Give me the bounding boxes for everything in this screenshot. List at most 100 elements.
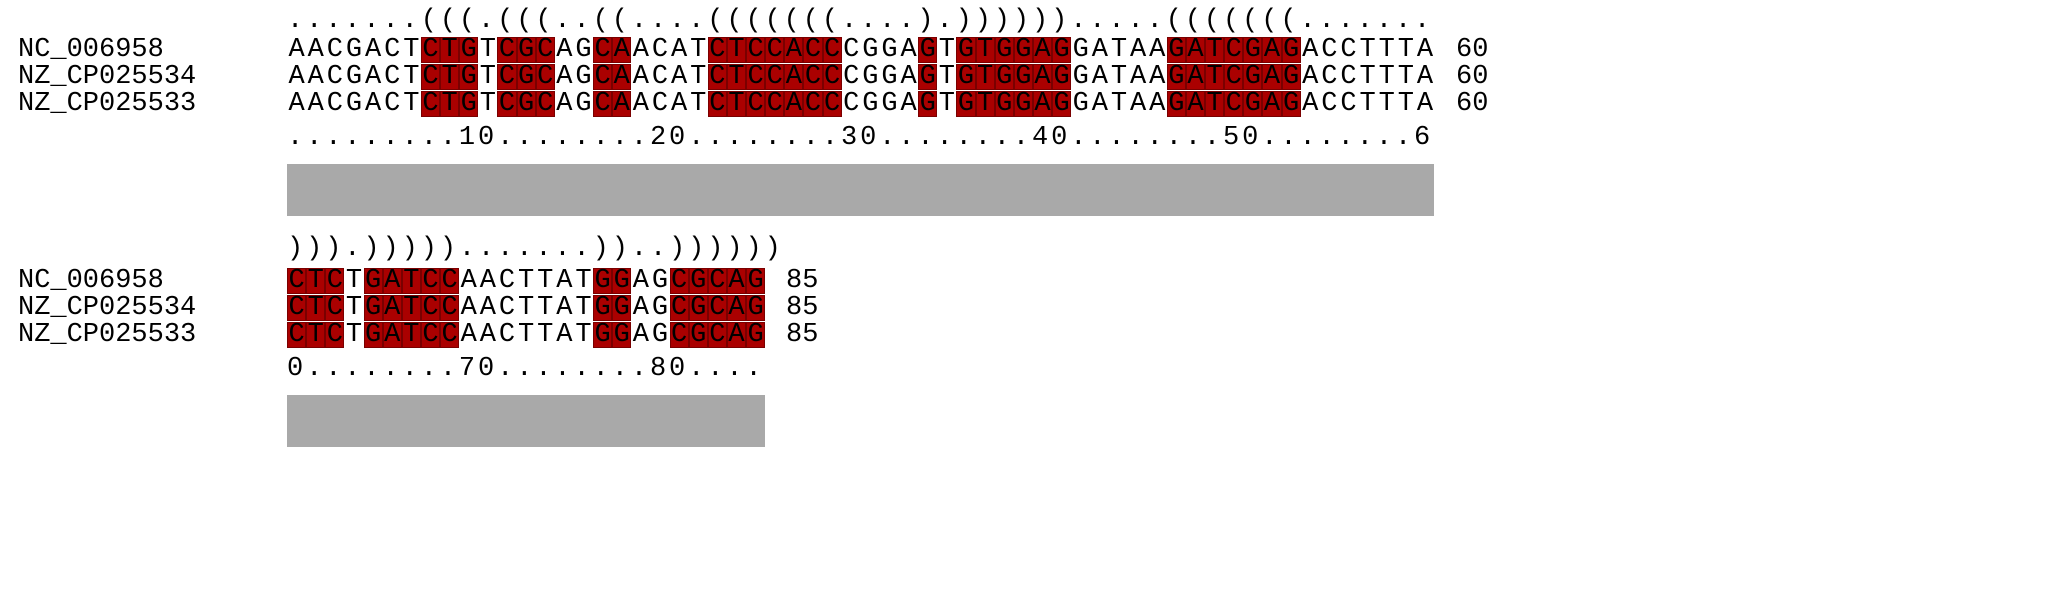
residue: G — [345, 89, 363, 119]
residue: C — [497, 89, 517, 119]
residue: T — [401, 320, 421, 350]
residue: A — [1129, 89, 1147, 119]
residue: C — [535, 89, 555, 119]
residue: T — [440, 62, 460, 92]
residue: G — [1243, 89, 1263, 119]
residue: G — [1243, 35, 1263, 65]
residue: G — [593, 293, 613, 323]
residue: G — [688, 293, 708, 323]
residue: T — [690, 62, 707, 92]
residue: C — [707, 89, 727, 119]
residue: G — [688, 266, 708, 296]
residue: A — [632, 320, 649, 350]
residue: A — [726, 266, 746, 296]
residue: T — [975, 62, 995, 92]
residue: T — [401, 293, 421, 323]
residue: A — [670, 35, 688, 65]
residue: C — [287, 293, 307, 323]
residue: A — [1032, 62, 1052, 92]
residue: C — [325, 293, 345, 323]
residue: C — [325, 320, 345, 350]
residue: G — [363, 320, 383, 350]
residue: T — [479, 62, 496, 92]
residue: C — [651, 35, 669, 65]
residue: A — [479, 266, 496, 296]
residue: T — [517, 293, 535, 323]
residue: C — [803, 89, 823, 119]
residue: G — [1052, 89, 1072, 119]
residue: G — [651, 320, 669, 350]
residue: C — [326, 62, 343, 92]
residue: C — [765, 35, 785, 65]
residue: C — [440, 266, 460, 296]
residue: T — [1205, 35, 1225, 65]
residue: A — [1032, 35, 1052, 65]
position-ruler-2: 0........70........80.... — [287, 354, 765, 384]
residue: T — [1397, 62, 1414, 92]
residue: G — [881, 62, 898, 92]
residue: A — [1149, 35, 1166, 65]
residue: C — [843, 62, 860, 92]
residue: T — [575, 266, 592, 296]
residue: T — [938, 62, 955, 92]
residue: G — [651, 293, 669, 323]
residue: T — [575, 320, 592, 350]
residue: T — [975, 35, 995, 65]
residue: G — [918, 62, 938, 92]
residue: A — [784, 62, 804, 92]
residue: G — [612, 293, 632, 323]
residue: T — [403, 89, 420, 119]
residue: A — [460, 320, 477, 350]
residue: T — [403, 35, 420, 65]
residue: C — [1321, 35, 1338, 65]
residue: T — [690, 35, 707, 65]
residue: A — [1091, 89, 1108, 119]
residue: C — [1224, 35, 1244, 65]
residue: C — [497, 35, 517, 65]
residue: C — [326, 89, 343, 119]
residue: G — [1013, 62, 1033, 92]
residue: T — [1378, 89, 1395, 119]
sequence-name: NZ_CP025534 — [18, 62, 197, 92]
residue: T — [345, 266, 363, 296]
residue: C — [1340, 89, 1357, 119]
sequence-end-position: 85 — [786, 320, 819, 350]
residue: T — [537, 266, 554, 296]
residue: G — [459, 35, 479, 65]
residue: G — [862, 62, 879, 92]
residue: T — [345, 320, 363, 350]
residue: C — [707, 320, 727, 350]
residue: C — [707, 35, 727, 65]
residue: G — [1243, 62, 1263, 92]
residue: A — [1416, 89, 1434, 119]
residue: A — [479, 320, 496, 350]
residue: C — [498, 320, 516, 350]
residue: T — [1359, 35, 1376, 65]
sequence-end-position: 60 — [1456, 35, 1489, 65]
residue: A — [1091, 35, 1108, 65]
residue: T — [517, 266, 535, 296]
residue: G — [956, 35, 976, 65]
residue: G — [1072, 62, 1089, 92]
residue: A — [612, 62, 632, 92]
residue: G — [516, 62, 536, 92]
residue: G — [1281, 35, 1301, 65]
residue: C — [651, 89, 669, 119]
residue: A — [1416, 35, 1434, 65]
residue: G — [593, 266, 613, 296]
residue: C — [498, 266, 516, 296]
residue: T — [1110, 62, 1128, 92]
residue: A — [632, 293, 649, 323]
residue: C — [803, 35, 823, 65]
residue: A — [288, 35, 305, 65]
residue: T — [479, 35, 496, 65]
residue: G — [363, 293, 383, 323]
residue: T — [537, 320, 554, 350]
residue: C — [420, 293, 440, 323]
residue: G — [651, 266, 669, 296]
residue: C — [384, 62, 401, 92]
residue: A — [1149, 89, 1166, 119]
